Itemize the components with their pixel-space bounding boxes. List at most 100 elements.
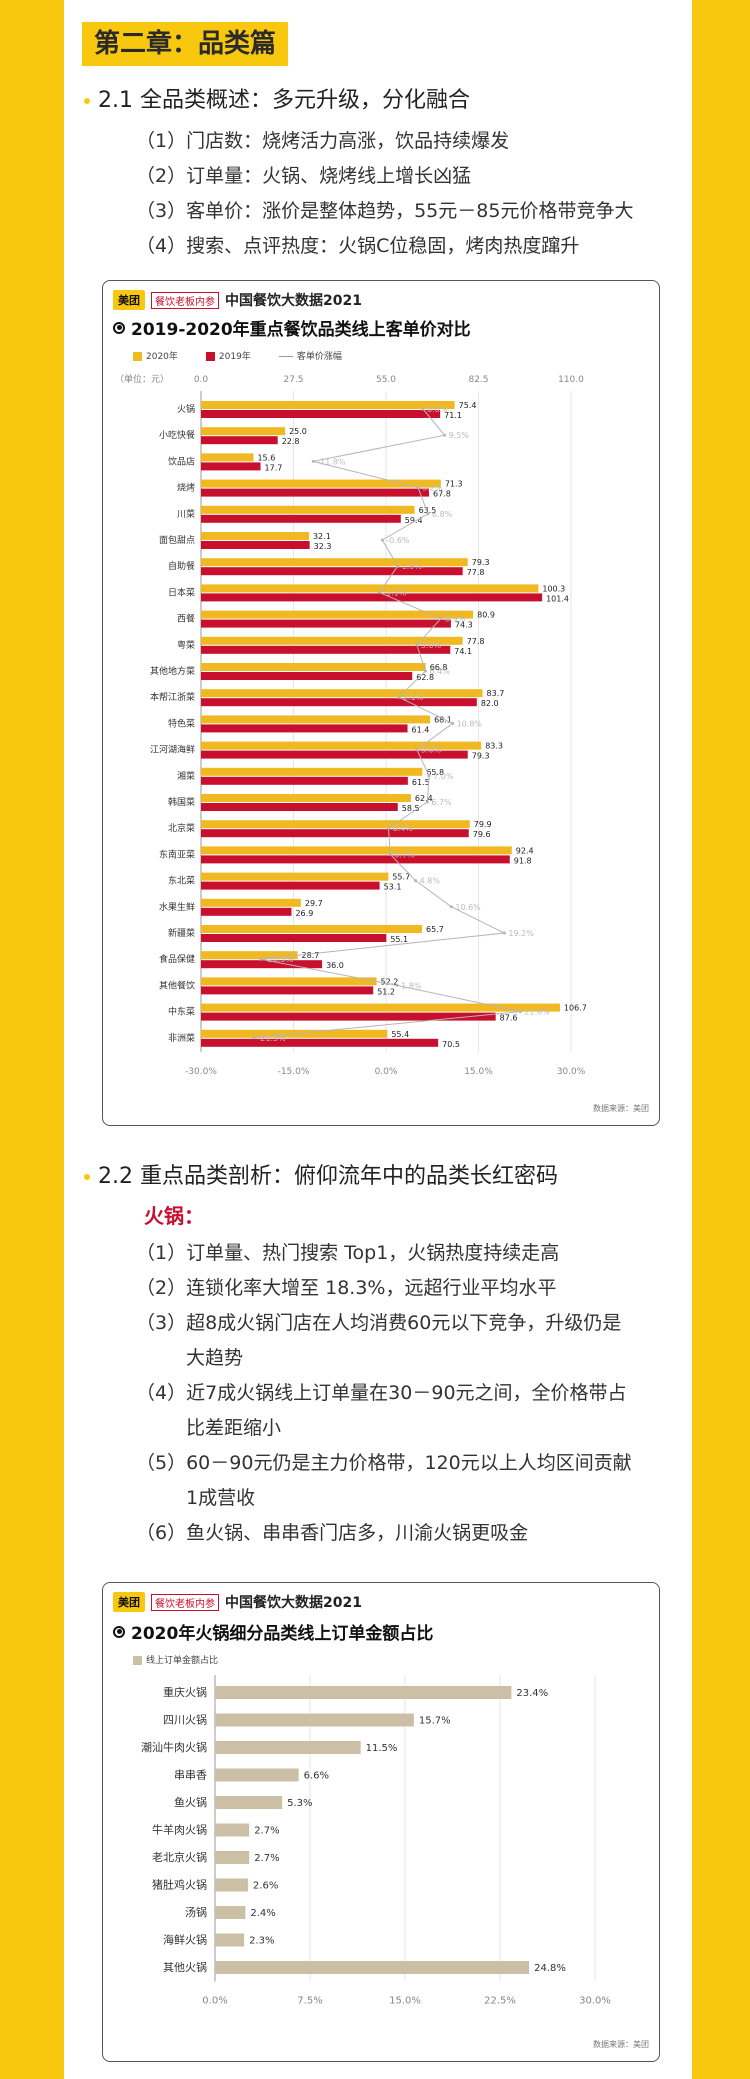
share-value-label: 23.4% [516, 1688, 548, 1699]
category-label: 鱼火锅 [174, 1795, 207, 1809]
bar-2020 [201, 558, 468, 567]
value-label-2020: 28.7 [302, 951, 320, 960]
category-label: 江河湖海鲜 [150, 744, 195, 756]
growth-label: -0.6% [386, 536, 410, 545]
value-label-2019: 101.4 [546, 594, 569, 603]
value-label-2019: 58.5 [402, 804, 420, 813]
bar-2019 [201, 986, 374, 995]
article-page: 第二章：品类篇 2.1 全品类概述：多元升级，分化融合 （1）门店数：烧烤活力高… [64, 0, 692, 2079]
bottom-axis-tick-label: 0.0% [375, 1067, 398, 1077]
bar-2019 [201, 803, 398, 811]
meituan-logo: 美团 [113, 1592, 145, 1612]
bar-2020 [201, 872, 389, 881]
value-label-2020: 83.3 [485, 742, 503, 751]
x-axis-tick-label: 0.0% [202, 1996, 227, 2007]
x-axis-tick-label: 30.0% [579, 1996, 611, 2007]
share-value-label: 15.7% [419, 1716, 451, 1727]
share-bar [215, 1961, 530, 1974]
value-label-2020: 55.4 [391, 1030, 409, 1039]
bar-2020 [201, 401, 455, 409]
bar-2020 [201, 584, 539, 593]
growth-label: 6.7% [431, 798, 452, 807]
growth-label: 1.8% [401, 981, 422, 990]
brand-header: 美团 餐饮老板内参 中国餐饮大数据2021 [113, 1591, 362, 1613]
value-label-2020: 77.8 [467, 637, 485, 646]
report-title: 中国餐饮大数据2021 [225, 293, 362, 309]
growth-point [388, 852, 392, 856]
chart-legend: 线上订单金额占比 [133, 1653, 218, 1666]
growth-label: 6.8% [432, 510, 453, 519]
top-axis-tick-label: 110.0 [558, 375, 584, 385]
target-bullet-icon [113, 1625, 125, 1638]
category-label: 其他餐饮 [159, 979, 195, 991]
unit-label: （单位：元） [115, 373, 169, 385]
value-label-2019: 51.2 [377, 987, 395, 996]
value-label-2019: 87.6 [500, 1014, 518, 1023]
bar-2019 [201, 698, 477, 707]
chart-legend: 2020年 2019年 客单价涨幅 [133, 349, 342, 362]
report-title: 中国餐饮大数据2021 [225, 1595, 362, 1611]
value-label-2020: 92.4 [516, 846, 534, 855]
value-label-2020: 62.4 [415, 794, 433, 803]
hotpot-subhead: 火锅： [144, 1204, 204, 1228]
category-label: 烧烤 [177, 482, 195, 494]
bar-2020 [201, 715, 431, 724]
section-2-1-title: 2.1 全品类概述：多元升级，分化融合 [84, 82, 470, 114]
category-label: 其他火锅 [163, 1961, 207, 1974]
growth-label: 8.9% [445, 615, 466, 624]
section-2-1-item: （4）搜索、点评热度：火锅C位稳固，烤肉热度蹿升 [136, 235, 580, 257]
share-bar [215, 1768, 299, 1782]
value-label-2019: 55.1 [390, 935, 408, 944]
bottom-axis-tick-label: 15.0% [464, 1067, 493, 1077]
category-label: 东北菜 [168, 875, 195, 887]
growth-label: 9.5% [449, 431, 470, 440]
bar-2019 [201, 619, 451, 628]
value-label-2019: 62.8 [416, 673, 434, 682]
category-label: 小吃快餐 [159, 429, 195, 441]
growth-point [518, 1010, 522, 1014]
category-label: 牛羊肉火锅 [152, 1823, 207, 1837]
growth-point [397, 695, 401, 699]
section-2-2-item: （1）订单量、热门搜索 Top1，火锅热度持续走高 [136, 1242, 560, 1264]
value-label-2020: 15.6 [257, 453, 275, 462]
section-2-2-title: 2.2 重点品类剖析：俯仰流年中的品类长红密码 [84, 1158, 558, 1190]
value-label-2020: 71.3 [445, 480, 463, 489]
section-2-2-item: （3）超8成火锅门店在人均消费60元以下竞争，升级仍是 [136, 1312, 622, 1334]
bar-2019 [201, 934, 387, 942]
value-label-2019: 61.4 [412, 725, 430, 734]
category-label: 韩国菜 [168, 796, 195, 808]
value-label-2019: 17.7 [265, 463, 283, 472]
bar-2020 [201, 846, 512, 855]
growth-label: -11.8% [317, 457, 346, 466]
value-label-2019: 71.1 [444, 411, 462, 420]
value-label-2019: 79.3 [472, 752, 490, 761]
share-value-label: 2.6% [253, 1881, 278, 1892]
growth-point [415, 748, 419, 752]
growth-label: 0.7% [394, 850, 415, 859]
growth-label: 7.0% [433, 772, 454, 781]
legend-item-2019: 2019年 [205, 349, 251, 362]
bar-2020 [201, 689, 483, 698]
share-value-label: 5.3% [287, 1798, 312, 1809]
category-label: 粤菜 [177, 639, 195, 651]
growth-point [426, 512, 430, 516]
category-label: 东南亚菜 [159, 848, 195, 860]
growth-label: 4.8% [420, 877, 441, 886]
value-label-2019: 74.1 [454, 647, 472, 656]
price-comparison-chart: （单位：元） 0.0 27.5 55.0 82.5 110.0 -30.0% -15.0% 0.… [115, 373, 587, 1077]
value-label-2020: 65.8 [426, 768, 444, 777]
growth-point [451, 721, 455, 725]
bar-2019 [201, 907, 292, 916]
section-2-1-item: （2）订单量：火锅、烧烤线上增长凶猛 [136, 165, 472, 187]
share-bar [215, 1906, 246, 1919]
value-label-2019: 61.5 [412, 778, 430, 787]
growth-point [386, 826, 390, 830]
value-label-2019: 22.8 [282, 437, 300, 446]
bar-2019 [201, 724, 408, 733]
growth-label: 5.0% [421, 746, 442, 755]
category-label: 猪肚鸡火锅 [152, 1878, 207, 1892]
value-label-2019: 74.3 [455, 621, 473, 630]
canting-tag: 餐饮老板内参 [151, 1593, 219, 1611]
bar-2020 [201, 925, 422, 933]
growth-point [396, 564, 400, 568]
